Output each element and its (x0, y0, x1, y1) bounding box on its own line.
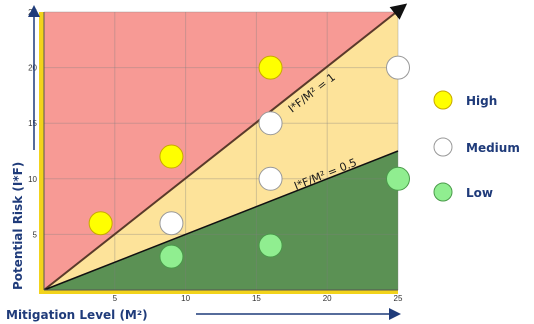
x-tick-label: 15 (252, 294, 261, 303)
x-tick-label: 5 (113, 294, 118, 303)
threshold-line-high (43, 3, 408, 291)
legend-marker-high (433, 90, 453, 110)
legend-marker-low (433, 182, 453, 202)
y-tick-label: 10 (28, 175, 37, 184)
data-point-high (258, 55, 283, 80)
axis-titles: Potential Risk (I*F) Mitigation Level (M… (6, 5, 401, 322)
data-point-medium (159, 211, 184, 236)
y-tick-label: 15 (28, 119, 37, 128)
y-axis-ruler (39, 12, 44, 290)
data-point-low (258, 233, 283, 258)
y-tick-label: 5 (33, 230, 38, 239)
data-point-medium (258, 166, 283, 191)
y-tick-label: 25 (28, 8, 37, 17)
x-axis-title: Mitigation Level (M²) (6, 308, 148, 322)
data-points (88, 55, 410, 269)
x-tick-label: 10 (181, 294, 190, 303)
data-point-low (386, 166, 410, 191)
data-point-medium (386, 55, 410, 80)
axis-frame (39, 12, 398, 294)
x-tick-label: 25 (394, 294, 403, 303)
legend-label-medium: Medium (466, 141, 520, 155)
legend-marker-medium (433, 137, 453, 157)
data-point-high (159, 144, 184, 169)
data-point-medium (258, 111, 283, 136)
data-point-low (159, 244, 184, 269)
y-axis-title: Potential Risk (I*F) (11, 162, 25, 290)
grid-lines (43, 3, 408, 291)
legend-label-low: Low (466, 186, 493, 200)
legend: High Medium Low (433, 90, 520, 202)
x-axis-ruler (39, 290, 398, 294)
threshold-line-low (43, 150, 399, 291)
y-tick-label: 20 (28, 64, 37, 73)
legend-label-high: High (466, 94, 497, 108)
data-point-high (88, 211, 113, 236)
x-tick-label: 20 (323, 294, 332, 303)
